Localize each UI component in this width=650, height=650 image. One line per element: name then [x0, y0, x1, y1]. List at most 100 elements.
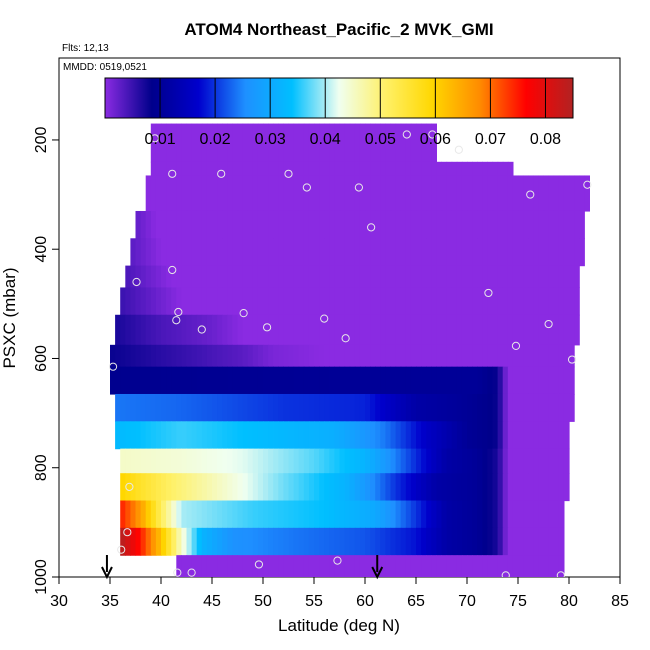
heatmap-cell [436, 421, 443, 450]
heatmap-cell [217, 527, 223, 556]
heatmap-cell [171, 366, 177, 395]
heatmap-cell [303, 344, 310, 368]
heatmap-cell [324, 161, 330, 177]
heatmap-cell [436, 314, 443, 346]
heatmap-cell [446, 210, 453, 239]
heatmap-cell [533, 555, 539, 577]
heatmap-cell [533, 393, 539, 422]
flight-arrows [101, 555, 384, 580]
heatmap-cell [497, 555, 504, 577]
heatmap-cell [359, 210, 366, 239]
heatmap-cell [278, 265, 284, 289]
heatmap-cell [293, 448, 300, 474]
heatmap-cell [431, 175, 437, 212]
heatmap-cell [334, 287, 341, 316]
heatmap-cell [227, 421, 233, 450]
heatmap-cell [441, 161, 448, 177]
heatmap-cell [359, 366, 366, 395]
heatmap-cell [461, 366, 468, 395]
heatmap-cell [436, 265, 443, 289]
heatmap-cell [339, 314, 346, 346]
heatmap-cell [441, 527, 448, 556]
heatmap-cell [257, 448, 264, 474]
heatmap-cell [217, 314, 223, 346]
heatmap-cell [150, 314, 157, 346]
heatmap-cell [487, 238, 494, 267]
heatmap-cell [380, 161, 386, 177]
heatmap-cell [196, 393, 203, 422]
heatmap-cell [329, 265, 335, 289]
heatmap-cell [512, 448, 519, 474]
heatmap-cell [461, 161, 468, 177]
heatmap-cell [293, 421, 300, 450]
heatmap-cell [543, 238, 550, 267]
heatmap-cell [426, 265, 432, 289]
heatmap-cell [293, 393, 300, 422]
colorbar-tick-label: 0.03 [255, 131, 286, 148]
heatmap-cell [278, 527, 284, 556]
heatmap-cell [487, 344, 494, 368]
heatmap-cell [446, 393, 453, 422]
heatmap-cell [533, 448, 539, 474]
y-tick-label: 600 [33, 345, 50, 372]
heatmap-cell [512, 393, 519, 422]
heatmap-cell [400, 265, 407, 289]
heatmap-cell [400, 344, 407, 368]
heatmap-cell [472, 210, 478, 239]
heatmap-cell [395, 366, 402, 395]
heatmap-cell [349, 238, 356, 267]
heatmap-cell [467, 161, 473, 177]
heatmap-cell [482, 421, 488, 450]
heatmap-cell [426, 123, 432, 163]
heatmap-cell [528, 287, 534, 316]
sample-points [108, 130, 592, 577]
heatmap-cell [446, 344, 453, 368]
heatmap-cell [257, 210, 264, 239]
heatmap-cell [421, 123, 427, 163]
sample-point [567, 355, 577, 364]
heatmap-cell [166, 238, 172, 267]
heatmap-cell [293, 210, 300, 239]
heatmap-cell [349, 500, 356, 529]
date-annotation: MMDD: 0519,0521 [63, 62, 147, 73]
colorbar: 0.01 0.02 0.03 0.04 0.05 0.06 0.07 0.08 [104, 77, 574, 148]
heatmap-cell [319, 555, 325, 577]
heatmap-cell [242, 473, 249, 502]
heatmap-cell [436, 287, 443, 316]
heatmap-cell [135, 314, 142, 346]
sample-point [302, 183, 311, 192]
heatmap-cell [467, 265, 473, 289]
heatmap-cell [201, 500, 208, 529]
heatmap-cell [436, 175, 443, 212]
heatmap-cell [395, 265, 402, 289]
heatmap-cell [446, 366, 453, 395]
heatmap-cell [461, 238, 468, 267]
heatmap-cell [482, 393, 488, 422]
heatmap-cell [283, 555, 290, 577]
heatmap-cell [237, 238, 244, 267]
heatmap-cell [201, 161, 208, 177]
heatmap-cell [518, 473, 524, 502]
heatmap-cell [365, 366, 371, 395]
heatmap-cell [155, 473, 162, 502]
heatmap-cell [451, 527, 458, 556]
heatmap-cell [421, 344, 427, 368]
heatmap-cell [273, 448, 279, 474]
heatmap-cell [237, 527, 244, 556]
heatmap-cell [155, 161, 162, 177]
heatmap-cell [242, 123, 249, 163]
heatmap-cell [212, 421, 218, 450]
heatmap-cell [150, 238, 157, 267]
heatmap-cell [558, 527, 565, 556]
heatmap-cell [395, 421, 402, 450]
heatmap-cell [334, 265, 341, 289]
heatmap-cell [263, 238, 269, 267]
heatmap-cell [410, 421, 417, 450]
heatmap-cell [278, 210, 284, 239]
heatmap-cell [349, 448, 356, 474]
colorbar-tick-label: 0.08 [530, 131, 561, 148]
heatmap-cell [354, 123, 361, 163]
heatmap-cell [533, 473, 539, 502]
heatmap-cell [222, 527, 228, 556]
heatmap-cell [482, 366, 488, 395]
